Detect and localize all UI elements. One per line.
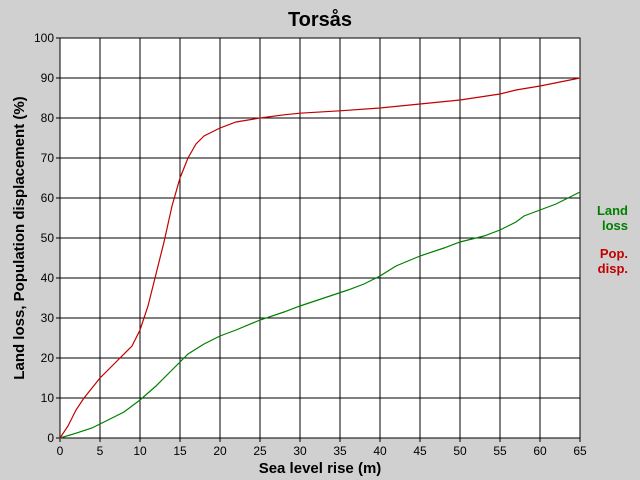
y-tick-label: 10 bbox=[41, 391, 55, 405]
x-tick-label: 0 bbox=[57, 444, 64, 458]
y-axis-label: Land loss, Population displacement (%) bbox=[11, 96, 28, 379]
x-tick-label: 40 bbox=[373, 444, 387, 458]
series-line-1 bbox=[59, 77, 581, 439]
tick-labels: 0 5 10 15 20 25 30 35 40 45 50 55 60 65 0 10 20 30 40 50 60 7… bbox=[34, 31, 587, 458]
x-tick-label: 5 bbox=[97, 444, 104, 458]
x-tick-label: 10 bbox=[133, 444, 147, 458]
x-tick-label: 35 bbox=[333, 444, 347, 458]
x-tick-label: 50 bbox=[453, 444, 467, 458]
y-tick-label: 60 bbox=[41, 191, 55, 205]
y-tick-label: 20 bbox=[41, 351, 55, 365]
x-tick-label: 20 bbox=[213, 444, 227, 458]
x-tick-label: 30 bbox=[293, 444, 307, 458]
x-tick-label: 25 bbox=[253, 444, 267, 458]
x-tick-label: 55 bbox=[493, 444, 507, 458]
legend-entry-1-line-1: disp. bbox=[598, 261, 628, 276]
y-tick-label: 100 bbox=[34, 31, 54, 45]
y-tick-label: 30 bbox=[41, 311, 55, 325]
series-lines bbox=[59, 77, 581, 439]
series-line-0 bbox=[59, 191, 581, 439]
y-tick-label: 0 bbox=[47, 431, 54, 445]
y-tick-label: 50 bbox=[41, 231, 55, 245]
x-tick-label: 45 bbox=[413, 444, 427, 458]
legend-entry-1-line-0: Pop. bbox=[600, 246, 628, 261]
y-tick-label: 70 bbox=[41, 151, 55, 165]
grid-lines bbox=[60, 38, 580, 438]
y-tick-label: 80 bbox=[41, 111, 55, 125]
x-axis-label: Sea level rise (m) bbox=[259, 460, 382, 477]
y-tick-label: 90 bbox=[41, 71, 55, 85]
x-tick-label: 60 bbox=[533, 444, 547, 458]
legend-entry-0-line-0: Land bbox=[597, 203, 628, 218]
x-tick-label: 15 bbox=[173, 444, 187, 458]
legend-entry-0-line-1: loss bbox=[602, 218, 628, 233]
x-tick-label: 65 bbox=[573, 444, 587, 458]
y-tick-label: 40 bbox=[41, 271, 55, 285]
chart-title: Torsås bbox=[288, 8, 352, 31]
